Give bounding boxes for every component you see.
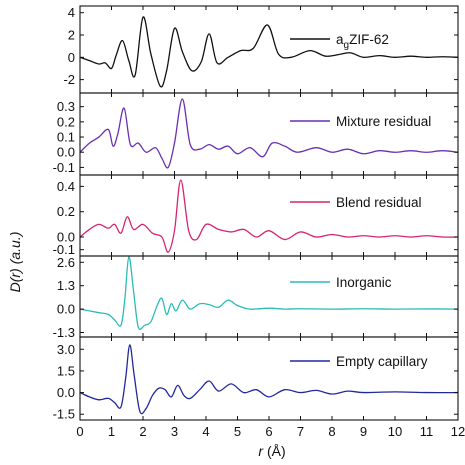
series-line — [80, 16, 458, 88]
x-axis-title-symbol: r — [258, 443, 264, 459]
y-tick-label: 2 — [68, 28, 75, 43]
chart-panel-5: 3.0 1.5 0.0 -1.5 Empty capillary — [53, 336, 459, 422]
legend-label: Inorganic — [336, 275, 392, 290]
legend-label-prefix: a — [336, 32, 344, 47]
legend-label: Blend residual — [336, 195, 422, 210]
y-tick-label: 4 — [68, 5, 75, 20]
y-tick-label: 2.6 — [57, 255, 75, 270]
y-axis-title: D(r) (a.u.) — [7, 232, 23, 293]
y-axis-title-unit: (a.u.) — [7, 232, 23, 265]
panel-frame — [79, 5, 459, 94]
y-tick-label: -1.5 — [53, 407, 75, 422]
series-line — [80, 98, 458, 169]
x-tick-label: 3 — [171, 424, 178, 439]
panel-frame — [79, 92, 459, 176]
legend-label: agZIF-62 — [336, 32, 389, 51]
x-tick-label: 2 — [139, 424, 146, 439]
x-tick-label: 12 — [451, 424, 465, 439]
legend-label-subscript: g — [344, 40, 350, 51]
x-tick-label: 6 — [265, 424, 272, 439]
x-axis-title: r (Å) — [258, 443, 285, 459]
chart-panel-4: 2.6 1.3 0.0 -1.3 Inorganic — [53, 255, 459, 340]
y-tick-label: 0.1 — [57, 130, 75, 145]
y-tick-label: -2 — [63, 72, 75, 87]
x-tick-label: 11 — [420, 424, 434, 439]
chart-panel-2: 0.30.20.10.0-0.1 Mixture residual — [53, 92, 459, 176]
y-tick-label: 0.0 — [57, 145, 75, 160]
y-tick-label: 0.2 — [57, 114, 75, 129]
x-tick-label: 9 — [360, 424, 367, 439]
y-tick-label: 0.0 — [57, 230, 75, 245]
legend-label: Mixture residual — [336, 114, 431, 129]
y-tick-label: 0 — [68, 50, 75, 65]
panel-frame — [79, 174, 459, 257]
y-tick-label: 0.2 — [57, 204, 75, 219]
y-tick-label: -1.3 — [53, 325, 75, 340]
x-axis: 0 1 2 3 4 5 6 7 8 9 10 11 12 — [76, 424, 465, 439]
y-tick-label: 3.0 — [57, 342, 75, 357]
y-tick-label: 0.4 — [57, 179, 75, 194]
x-tick-label: 1 — [108, 424, 115, 439]
legend-label-suffix: ZIF-62 — [349, 32, 389, 47]
y-tick-label: -0.1 — [53, 160, 75, 175]
x-tick-label: 8 — [328, 424, 335, 439]
y-tick-label: -0.1 — [53, 242, 75, 257]
y-tick-label: 0.0 — [57, 302, 75, 317]
chart-panel-3: 0.4 0.2 0.0-0.1 Blend residual — [53, 174, 459, 257]
y-tick-label: 0.3 — [57, 99, 75, 114]
legend-label: Empty capillary — [336, 354, 428, 369]
y-tick-label: 1.5 — [57, 363, 75, 378]
series-line — [80, 344, 458, 415]
x-tick-label: 0 — [76, 424, 83, 439]
panel-frame — [79, 336, 459, 421]
series-line — [80, 256, 458, 330]
panel-frame — [79, 255, 459, 338]
x-tick-label: 5 — [234, 424, 241, 439]
x-tick-label: 4 — [202, 424, 209, 439]
y-axis-title-symbol: D(r) — [7, 268, 23, 292]
y-tick-label: 1.3 — [57, 278, 75, 293]
x-tick-label: 7 — [297, 424, 304, 439]
x-tick-label: 10 — [388, 424, 402, 439]
chart-panel-1: 4 2 0 -2 agZIF-62 — [63, 5, 459, 94]
y-tick-label: 0.0 — [57, 385, 75, 400]
series-line — [80, 179, 458, 253]
x-axis-title-unit: (Å) — [267, 443, 286, 459]
